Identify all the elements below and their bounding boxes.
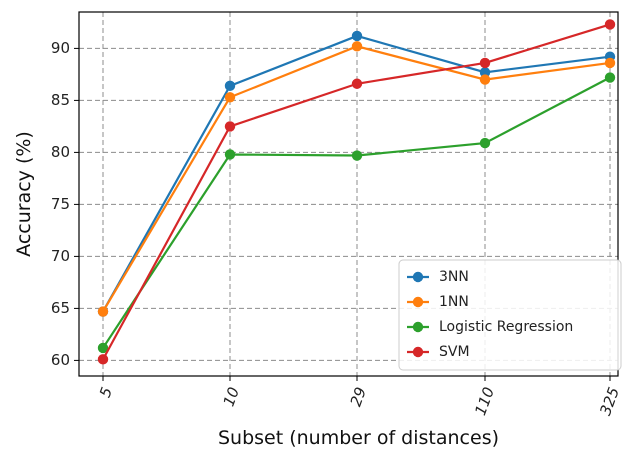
legend-box: [398, 259, 622, 371]
legend-item: SVM: [407, 344, 470, 360]
y-tick-label: 80: [51, 143, 70, 161]
x-tick-label: 110: [471, 385, 498, 418]
legend-item: 1NN: [407, 294, 469, 310]
series-logistic-regression: [97, 72, 616, 354]
data-point: [351, 78, 363, 89]
legend-marker: [412, 346, 424, 358]
legend-item: 3NN: [407, 269, 469, 285]
data-point: [224, 121, 236, 132]
legend-label: Logistic Regression: [439, 319, 573, 335]
plot-area-frame: [78, 11, 619, 377]
data-point: [97, 306, 109, 317]
legend-marker: [412, 296, 424, 308]
y-axis-title: Accuracy (%): [13, 131, 35, 257]
x-tick-label: 29: [347, 385, 370, 409]
legend: 3NN 1NN Logistic Regression SVM: [398, 259, 622, 371]
x-tick-label: 325: [596, 385, 623, 418]
x-axis-title: Subset (number of distances): [218, 427, 499, 449]
legend-item: Logistic Regression: [407, 319, 573, 335]
y-tick-label: 85: [51, 91, 70, 109]
series-svm: [97, 19, 616, 365]
legend-label: 3NN: [439, 269, 469, 285]
data-point: [224, 149, 236, 160]
data-point: [351, 30, 363, 42]
data-point: [479, 74, 491, 85]
legend-marker: [412, 321, 424, 333]
data-point: [604, 19, 616, 30]
legend-marker: [412, 271, 424, 283]
x-tick-label: 10: [220, 385, 243, 409]
y-tick-label: 75: [51, 195, 70, 213]
x-tick-label: 5: [96, 385, 116, 400]
data-point: [479, 67, 491, 78]
y-tick-label: 90: [51, 39, 70, 57]
data-point: [97, 354, 109, 365]
series-layer: [97, 19, 616, 365]
data-point: [224, 92, 236, 103]
y-tick-label: 60: [51, 351, 70, 369]
data-point: [351, 41, 363, 52]
data-point: [604, 72, 616, 83]
series-3nn: [97, 30, 616, 317]
data-point: [351, 150, 363, 161]
y-tick-label: 65: [51, 299, 70, 317]
legend-label: SVM: [439, 344, 470, 360]
series-1nn: [97, 41, 616, 317]
data-point: [479, 137, 491, 149]
data-point: [479, 57, 491, 69]
data-point: [97, 342, 109, 354]
data-point: [604, 57, 616, 69]
y-tick-label: 70: [51, 247, 70, 265]
legend-label: 1NN: [439, 294, 469, 310]
data-point: [224, 80, 236, 92]
